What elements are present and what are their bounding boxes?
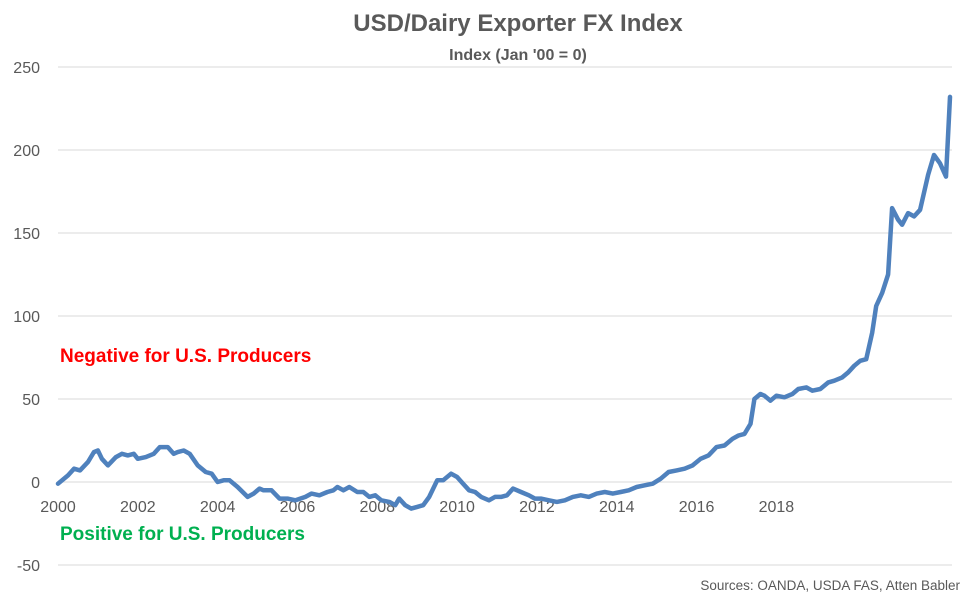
y-tick-label: -50: [17, 558, 40, 575]
x-tick-label: 2002: [120, 499, 156, 516]
chart-title: USD/Dairy Exporter FX Index: [353, 10, 683, 37]
y-tick-label: 100: [13, 309, 40, 326]
y-tick-label: 150: [13, 226, 40, 243]
x-axis-tick-labels: 2000 2002 2004 2006 2008 2010 2012 2014 2016 2018: [40, 499, 794, 516]
x-tick-label: 2000: [40, 499, 76, 516]
x-tick-label: 2014: [599, 499, 635, 516]
y-tick-label: 50: [22, 392, 40, 409]
x-tick-label: 2004: [200, 499, 236, 516]
x-tick-label: 2010: [439, 499, 475, 516]
series-line-group: [55, 94, 953, 511]
negative-annotation: Negative for U.S. Producers: [60, 346, 311, 367]
x-tick-label: 2016: [679, 499, 715, 516]
chart-subtitle: Index (Jan '00 = 0): [449, 47, 587, 64]
y-tick-label: 200: [13, 143, 40, 160]
y-tick-label: 0: [31, 475, 40, 492]
x-tick-label: 2018: [759, 499, 795, 516]
source-note: Sources: OANDA, USDA FAS, Atten Babler: [700, 578, 960, 593]
gridlines: [58, 66, 952, 566]
x-tick-label: 2006: [280, 499, 316, 516]
y-axis-tick-labels: 250 200 150 100 50 0 -50: [13, 60, 40, 575]
x-tick-label: 2012: [519, 499, 555, 516]
y-tick-label: 250: [13, 60, 40, 77]
positive-annotation: Positive for U.S. Producers: [60, 524, 305, 545]
series-line: [55, 94, 953, 511]
